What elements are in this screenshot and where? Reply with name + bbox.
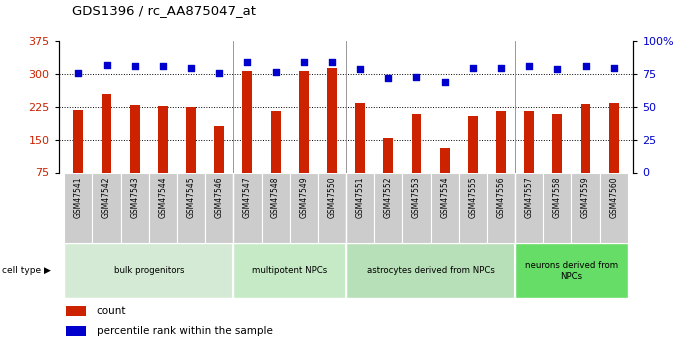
Bar — [66, 306, 86, 316]
Point — [270, 69, 281, 74]
Bar — [459, 172, 487, 243]
Point — [608, 65, 619, 70]
Text: multipotent NPCs: multipotent NPCs — [252, 266, 327, 275]
Point — [495, 65, 506, 70]
Bar — [299, 71, 308, 172]
Point — [355, 66, 366, 72]
Text: GSM47552: GSM47552 — [384, 176, 393, 218]
Point — [101, 62, 112, 68]
Point — [242, 60, 253, 65]
Text: astrocytes derived from NPCs: astrocytes derived from NPCs — [366, 266, 495, 275]
Point — [552, 66, 563, 72]
Bar — [262, 172, 290, 243]
Text: GSM47549: GSM47549 — [299, 176, 308, 218]
Text: GSM47555: GSM47555 — [469, 176, 477, 218]
Bar — [355, 102, 365, 172]
Bar — [130, 105, 139, 172]
Text: GSM47551: GSM47551 — [355, 176, 364, 218]
Point — [73, 70, 84, 76]
Bar — [553, 114, 562, 172]
Bar — [233, 243, 346, 298]
Bar — [440, 148, 450, 172]
Point — [129, 63, 140, 69]
Bar — [431, 172, 459, 243]
Text: GSM47542: GSM47542 — [102, 176, 111, 218]
Bar — [149, 172, 177, 243]
Point — [580, 63, 591, 69]
Text: GSM47550: GSM47550 — [328, 176, 337, 218]
Point — [157, 63, 168, 69]
Point — [467, 65, 478, 70]
Point — [524, 63, 535, 69]
Text: GSM47556: GSM47556 — [497, 176, 506, 218]
Point — [411, 74, 422, 80]
Bar — [73, 110, 83, 172]
Bar — [609, 102, 619, 172]
Bar — [215, 126, 224, 172]
Point — [214, 70, 225, 76]
Bar — [64, 172, 92, 243]
Point — [383, 75, 394, 81]
Bar — [487, 172, 515, 243]
Text: GDS1396 / rc_AA875047_at: GDS1396 / rc_AA875047_at — [72, 4, 257, 17]
Bar — [242, 71, 253, 172]
Bar — [515, 243, 628, 298]
Text: bulk progenitors: bulk progenitors — [114, 266, 184, 275]
Bar — [543, 172, 571, 243]
Bar — [177, 172, 205, 243]
Bar — [524, 111, 534, 172]
Text: GSM47560: GSM47560 — [609, 176, 618, 218]
Text: GSM47548: GSM47548 — [271, 176, 280, 218]
Bar — [121, 172, 149, 243]
Bar — [411, 114, 422, 172]
Bar — [346, 243, 515, 298]
Bar — [402, 172, 431, 243]
Point — [186, 65, 197, 70]
Bar — [318, 172, 346, 243]
Text: GSM47545: GSM47545 — [186, 176, 195, 218]
Text: count: count — [97, 306, 126, 316]
Bar — [496, 111, 506, 172]
Text: GSM47558: GSM47558 — [553, 176, 562, 218]
Bar — [600, 172, 628, 243]
Text: GSM47543: GSM47543 — [130, 176, 139, 218]
Point — [439, 79, 450, 85]
Bar — [158, 106, 168, 172]
Text: GSM47559: GSM47559 — [581, 176, 590, 218]
Bar — [290, 172, 318, 243]
Bar — [384, 138, 393, 172]
Text: GSM47544: GSM47544 — [159, 176, 168, 218]
Bar — [92, 172, 121, 243]
Bar — [66, 326, 86, 335]
Bar — [374, 172, 402, 243]
Point — [298, 60, 309, 65]
Bar — [327, 68, 337, 172]
Bar — [468, 116, 477, 172]
Bar — [64, 243, 233, 298]
Text: percentile rank within the sample: percentile rank within the sample — [97, 326, 273, 336]
Text: neurons derived from
NPCs: neurons derived from NPCs — [525, 261, 618, 280]
Bar — [270, 111, 281, 172]
Bar — [186, 107, 196, 172]
Point — [326, 60, 337, 65]
Text: GSM47554: GSM47554 — [440, 176, 449, 218]
Bar — [101, 94, 112, 172]
Bar — [580, 104, 591, 172]
Text: GSM47541: GSM47541 — [74, 176, 83, 218]
Bar — [346, 172, 374, 243]
Text: GSM47547: GSM47547 — [243, 176, 252, 218]
Text: GSM47553: GSM47553 — [412, 176, 421, 218]
Bar — [233, 172, 262, 243]
Text: cell type ▶: cell type ▶ — [2, 266, 51, 275]
Text: GSM47557: GSM47557 — [524, 176, 533, 218]
Bar — [205, 172, 233, 243]
Bar — [571, 172, 600, 243]
Text: GSM47546: GSM47546 — [215, 176, 224, 218]
Bar — [515, 172, 543, 243]
